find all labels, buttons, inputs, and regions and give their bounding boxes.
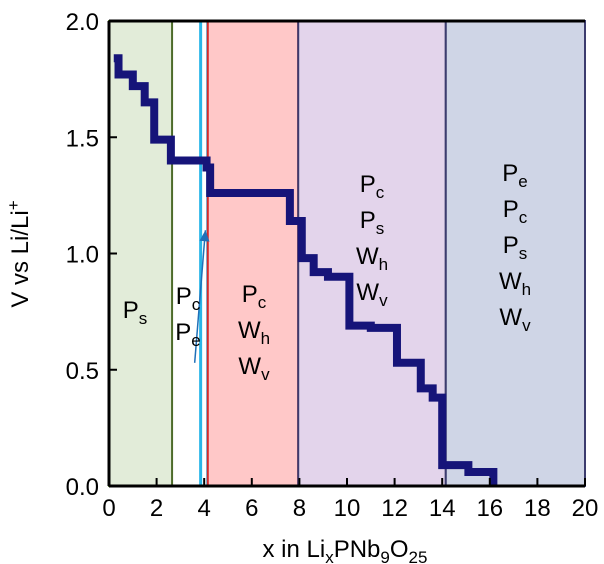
x-tick-label: 8 [293, 495, 306, 522]
region-label: Pc [360, 171, 385, 202]
x-tick-label: 14 [429, 495, 456, 522]
y-tick-label: 0.0 [66, 474, 99, 501]
x-tick-label: 4 [198, 495, 211, 522]
region-label: Pc [176, 283, 201, 314]
series-line [113, 54, 498, 486]
region-label: Wh [238, 317, 270, 348]
region-label: Wv [499, 304, 531, 335]
region-label: Wv [238, 353, 270, 384]
region-label: Pe [175, 319, 200, 350]
region-label: Ps [360, 207, 385, 238]
region-band [206, 20, 300, 487]
x-tick-label: 0 [102, 495, 115, 522]
region-band [444, 20, 586, 487]
x-tick-label: 20 [572, 495, 599, 522]
region-label: Wh [356, 243, 388, 274]
region-label: Pe [502, 160, 527, 191]
x-tick-label: 12 [381, 495, 408, 522]
x-tick-label: 18 [524, 495, 551, 522]
region-label: Wh [499, 268, 531, 299]
region-label: Ps [123, 297, 148, 328]
y-tick-label: 2.0 [66, 9, 99, 36]
y-tick-label: 0.5 [66, 358, 99, 385]
region-label: Pc [503, 196, 528, 227]
tick-layer: 0 2 4 6 8 10 12 14 16 18 20 0.0 0.5 1.0 1.5 2.0 [66, 9, 599, 522]
region-label: Ps [503, 232, 528, 263]
y-axis-title: V vs Li/Li+ [4, 200, 34, 307]
x-tick-label: 6 [245, 495, 258, 522]
x-axis-title: x in LixPNb9O25 [263, 536, 428, 564]
annotation-arrow-layer [193, 230, 210, 363]
x-tick-label: 2 [150, 495, 163, 522]
series-layer [113, 54, 498, 486]
y-tick-label: 1.0 [66, 242, 99, 269]
annotation-arrow-shaft [193, 230, 207, 363]
region-label: Pc [242, 281, 267, 312]
region-label: Wv [356, 279, 388, 310]
x-tick-label: 10 [334, 495, 361, 522]
x-tick-label: 16 [476, 495, 503, 522]
region-label-layer: Ps Pc Pe Pc Wh Wv Pc Ps Wh Wv Pe Pc Ps Wh Wv [123, 160, 531, 384]
annotation-arrow-head [199, 230, 210, 242]
y-tick-label: 1.5 [66, 125, 99, 152]
region-band [108, 20, 174, 487]
